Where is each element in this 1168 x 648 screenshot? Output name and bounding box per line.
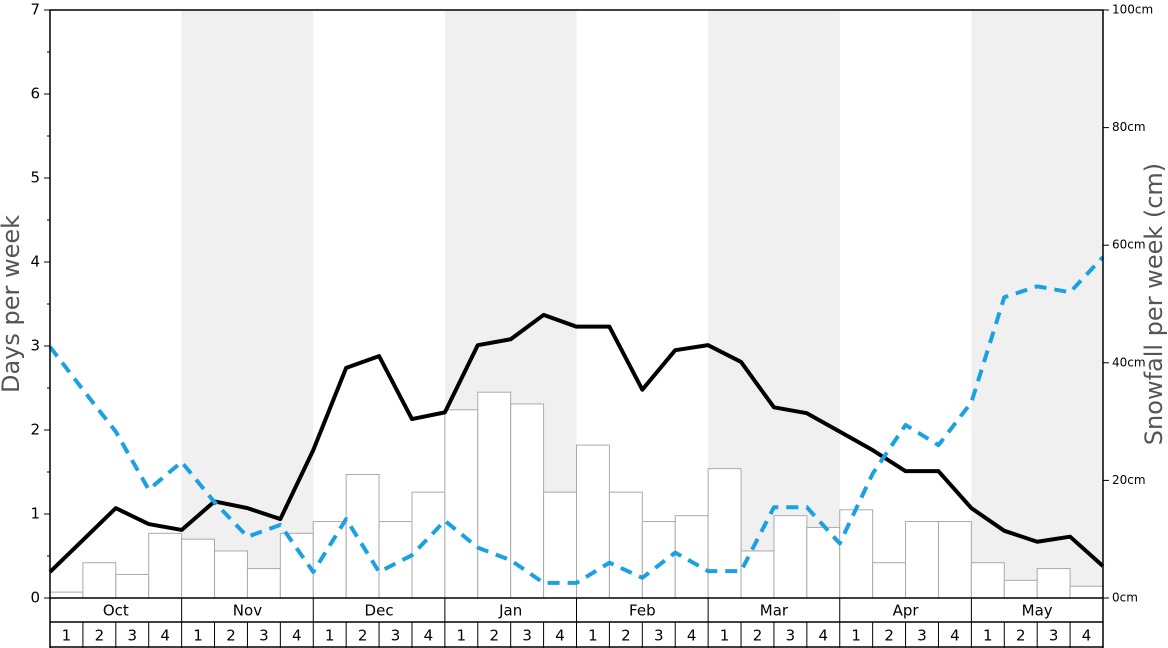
month-label: Nov [233,602,262,620]
line-series [48,255,1105,585]
week-label: 4 [819,627,829,645]
y-tick-label: 4 [30,253,40,271]
week-label: 1 [851,627,861,645]
y2-tick-label: 40cm [1112,355,1146,369]
bar [608,491,643,599]
month-label: Apr [893,602,920,620]
week-label: 2 [95,627,105,645]
week-label: 3 [259,627,269,645]
y-tick-label: 6 [30,85,40,103]
week-label: 4 [950,627,960,645]
week-label: 3 [1049,627,1059,645]
week-label: 1 [193,627,203,645]
bar [839,509,874,599]
week-label: 1 [325,627,335,645]
y2-axis-title: Snowfall per week (cm) [1140,163,1168,445]
week-label: 3 [127,627,137,645]
week-label: 1 [983,627,993,645]
bar [115,573,150,599]
week-label: 2 [621,627,631,645]
month-label: Feb [629,602,656,620]
week-label: 4 [555,627,565,645]
week-label: 3 [786,627,796,645]
week-label: 2 [1016,627,1026,645]
y2-tick-label: 20cm [1112,473,1146,487]
bar [477,391,512,599]
week-label: 1 [720,627,730,645]
week-label: 2 [753,627,763,645]
y2-tick-label: 100cm [1112,3,1153,17]
week-label: 2 [226,627,236,645]
week-label: 1 [62,627,72,645]
month-band [971,10,1103,598]
bar [246,568,281,599]
bar [510,403,545,599]
background [181,10,1103,598]
month-label: May [1022,602,1053,620]
bar [181,538,216,599]
bar [872,562,907,599]
week-label: 3 [654,627,664,645]
bar [345,474,380,599]
bar [82,562,117,599]
y2-tick-label: 0cm [1112,591,1138,605]
bar [49,591,84,599]
y-tick-label: 2 [30,421,40,439]
bar [444,409,479,599]
bar [707,468,742,599]
y-tick-label: 7 [30,1,40,19]
bar [937,521,972,599]
month-label: Oct [103,602,129,620]
y2-tick-label: 60cm [1112,238,1146,252]
bar [411,491,446,599]
week-label: 4 [687,627,697,645]
y-axis-title: Days per week [0,215,25,393]
y2-tick-label: 80cm [1112,120,1146,134]
month-label: Dec [365,602,394,620]
bar [312,521,347,599]
week-label: 3 [917,627,927,645]
bar [1036,568,1071,599]
week-label: 2 [358,627,368,645]
y-tick-label: 0 [30,589,40,607]
bar [970,562,1005,599]
week-label: 1 [457,627,467,645]
week-label: 4 [1082,627,1092,645]
bar [1003,579,1038,599]
bar [214,550,248,599]
week-label: 4 [160,627,170,645]
week-label: 2 [489,627,499,645]
week-label: 3 [522,627,532,645]
bar [1069,585,1104,599]
y-tick-label: 3 [30,337,40,355]
bar [148,532,183,599]
bar [773,515,808,599]
month-label: Jan [498,602,522,620]
line-series [48,312,1105,574]
bar [641,521,676,599]
y-tick-label: 5 [30,169,40,187]
y-tick-label: 1 [30,505,40,523]
week-label: 1 [588,627,598,645]
bar [905,521,939,599]
week-label: 4 [424,627,434,645]
week-label: 2 [884,627,894,645]
month-label: Mar [760,602,789,620]
week-label: 4 [292,627,302,645]
week-label: 3 [391,627,401,645]
